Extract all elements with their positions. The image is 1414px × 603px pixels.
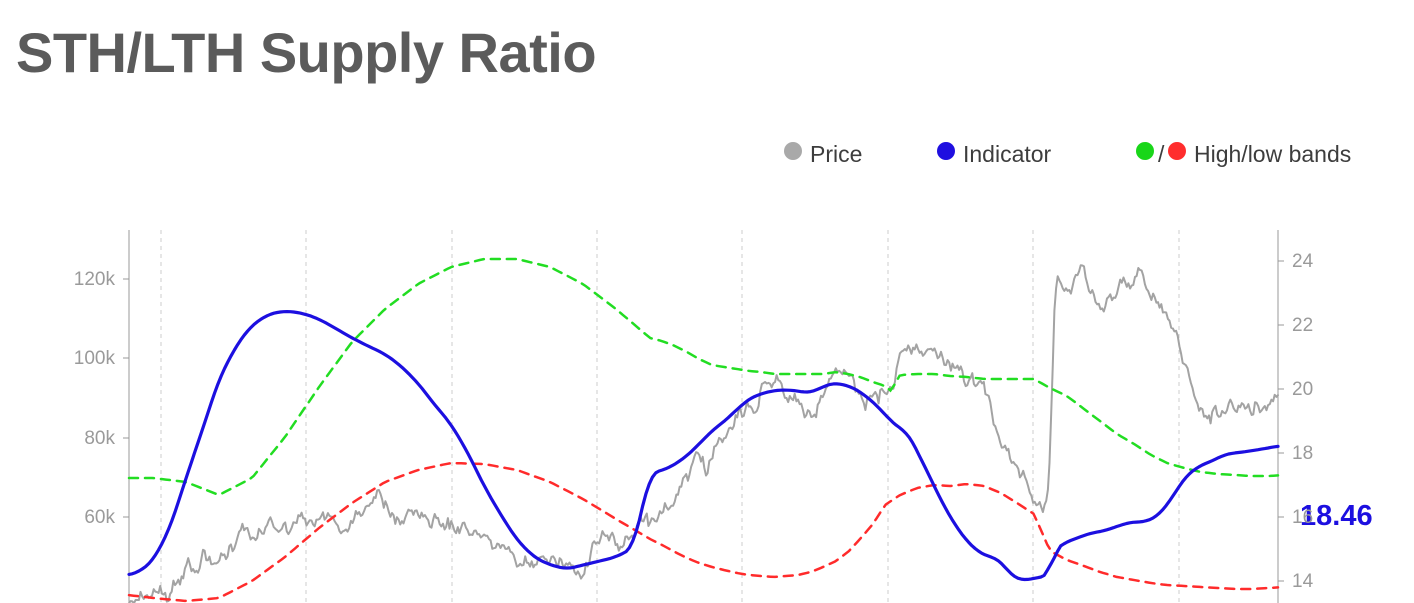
svg-text:24: 24 [1292, 251, 1314, 272]
svg-text:100k: 100k [74, 348, 116, 369]
svg-text:120k: 120k [74, 269, 116, 290]
svg-text:60k: 60k [84, 507, 115, 528]
svg-text:80k: 80k [84, 428, 115, 449]
svg-text:14: 14 [1292, 571, 1314, 592]
svg-text:18: 18 [1292, 443, 1313, 464]
svg-text:16: 16 [1292, 507, 1313, 528]
svg-text:22: 22 [1292, 315, 1313, 336]
svg-text:20: 20 [1292, 379, 1313, 400]
